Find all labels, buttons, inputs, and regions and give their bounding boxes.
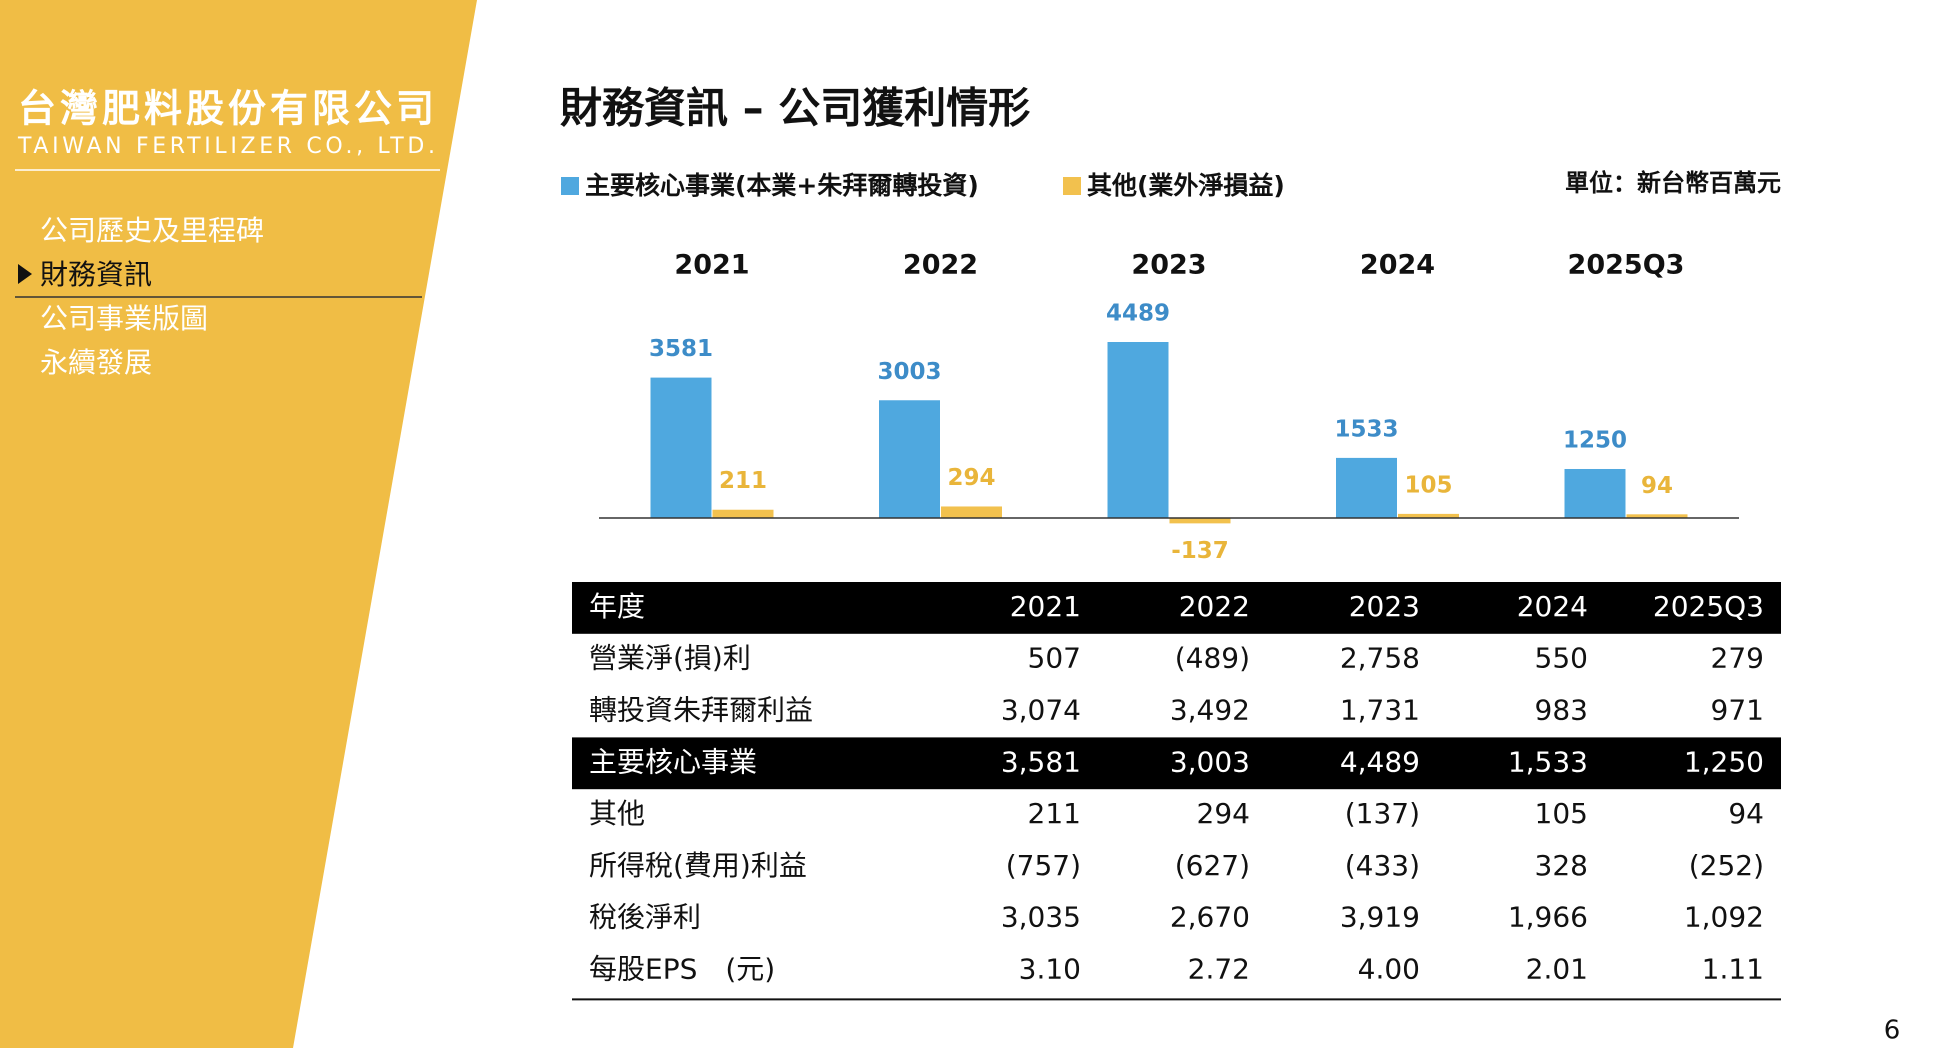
bar [1107, 342, 1169, 518]
row-label: 稅後淨利 [589, 901, 701, 934]
legend-swatch [561, 177, 579, 195]
sidebar-bg [0, 0, 477, 1048]
row-label: 每股EPS (元) [589, 953, 775, 986]
table-cell: 983 [1535, 694, 1588, 727]
table-cell: 1,533 [1508, 745, 1588, 778]
table-cell: (627) [1175, 849, 1250, 882]
table-cell: 328 [1535, 849, 1588, 882]
table-cell: 3,919 [1340, 901, 1420, 934]
row-label: 其他 [589, 797, 645, 830]
table-cell: 507 [1028, 642, 1081, 675]
table-cell: 2021 [1010, 590, 1081, 623]
menu-item: 公司事業版圖 [40, 302, 208, 335]
unit-note: 單位：新台幣百萬元 [1565, 169, 1781, 197]
category-label: 2024 [1360, 250, 1435, 281]
row-label: 主要核心事業 [589, 745, 757, 778]
data-label: 3581 [649, 336, 713, 362]
table-cell: 3.10 [1019, 953, 1081, 986]
bar [1626, 514, 1688, 518]
data-label: 1250 [1563, 427, 1627, 453]
data-label: 294 [947, 465, 995, 491]
table-cell: 3,581 [1001, 745, 1081, 778]
table-cell: 1,092 [1684, 901, 1764, 934]
bar [1398, 513, 1459, 518]
data-label: 94 [1641, 473, 1673, 499]
category-label: 2025Q3 [1568, 250, 1685, 281]
table-cell: 2.72 [1188, 953, 1250, 986]
table-cell: (137) [1345, 797, 1420, 830]
menu-item: 財務資訊 [40, 258, 152, 291]
table-cell: 3,003 [1170, 745, 1250, 778]
bar [650, 377, 712, 518]
menu-item: 公司歷史及里程碑 [40, 214, 264, 247]
table-cell: 1,250 [1684, 745, 1764, 778]
table-cell: 2,670 [1170, 901, 1250, 934]
category-label: 2022 [903, 250, 978, 281]
active-arrow [18, 264, 32, 284]
table-cell: 294 [1197, 797, 1250, 830]
row-label: 轉投資朱拜爾利益 [589, 694, 813, 727]
bar [879, 400, 940, 518]
data-label: 1533 [1334, 416, 1398, 442]
legend-label: 其他(業外淨損益) [1087, 171, 1285, 200]
table-cell: 4,489 [1340, 745, 1420, 778]
page-number: 6 [1884, 1016, 1901, 1046]
table-cell: 279 [1711, 642, 1764, 675]
bar [1336, 457, 1397, 518]
table-row-bg [572, 582, 1781, 634]
row-label: 所得稅(費用)利益 [589, 849, 807, 882]
table-cell: 3,035 [1001, 901, 1081, 934]
bar [1169, 518, 1231, 524]
table-cell: (252) [1689, 849, 1764, 882]
table-cell: 4.00 [1358, 953, 1420, 986]
legend-swatch [1063, 177, 1081, 195]
page-title: 財務資訊 – 公司獲利情形 [560, 84, 1030, 133]
table-cell: 3,074 [1001, 694, 1081, 727]
legend-label: 主要核心事業(本業+朱拜爾轉投資) [585, 171, 979, 200]
table-cell: 2.01 [1526, 953, 1588, 986]
data-label: 105 [1404, 472, 1452, 498]
table-cell: 94 [1728, 797, 1764, 830]
company-name: 台灣肥料股份有限公司 [18, 87, 438, 131]
table-cell: 105 [1535, 797, 1588, 830]
table-cell: 2024 [1517, 590, 1588, 623]
table-cell: 2,758 [1340, 642, 1420, 675]
table-cell: (757) [1006, 849, 1081, 882]
bar [941, 506, 1002, 518]
bar [712, 509, 774, 518]
row-label: 營業淨(損)利 [589, 642, 751, 675]
table-cell: (489) [1175, 642, 1250, 675]
data-label: -137 [1171, 538, 1229, 564]
category-label: 2021 [674, 250, 749, 281]
table-cell: 2022 [1179, 590, 1250, 623]
table-cell: 971 [1711, 694, 1764, 727]
row-label: 年度 [589, 590, 645, 623]
table-row-bg [572, 737, 1781, 790]
category-label: 2023 [1131, 250, 1206, 281]
table-cell: 1,966 [1508, 901, 1588, 934]
company-name-en: TAIWAN FERTILIZER CO., LTD. [17, 134, 438, 159]
table-cell: 2025Q3 [1653, 590, 1764, 623]
menu-item: 永續發展 [40, 346, 152, 379]
table-cell: (433) [1345, 849, 1420, 882]
table-cell: 550 [1535, 642, 1588, 675]
table-cell: 3,492 [1170, 694, 1250, 727]
table-cell: 1,731 [1340, 694, 1420, 727]
bar [1564, 468, 1626, 518]
table-cell: 2023 [1349, 590, 1420, 623]
table-cell: 211 [1028, 797, 1081, 830]
table-cell: 1.11 [1702, 953, 1764, 986]
data-label: 3003 [877, 359, 941, 385]
data-label: 4489 [1106, 301, 1170, 327]
data-label: 211 [719, 468, 767, 494]
